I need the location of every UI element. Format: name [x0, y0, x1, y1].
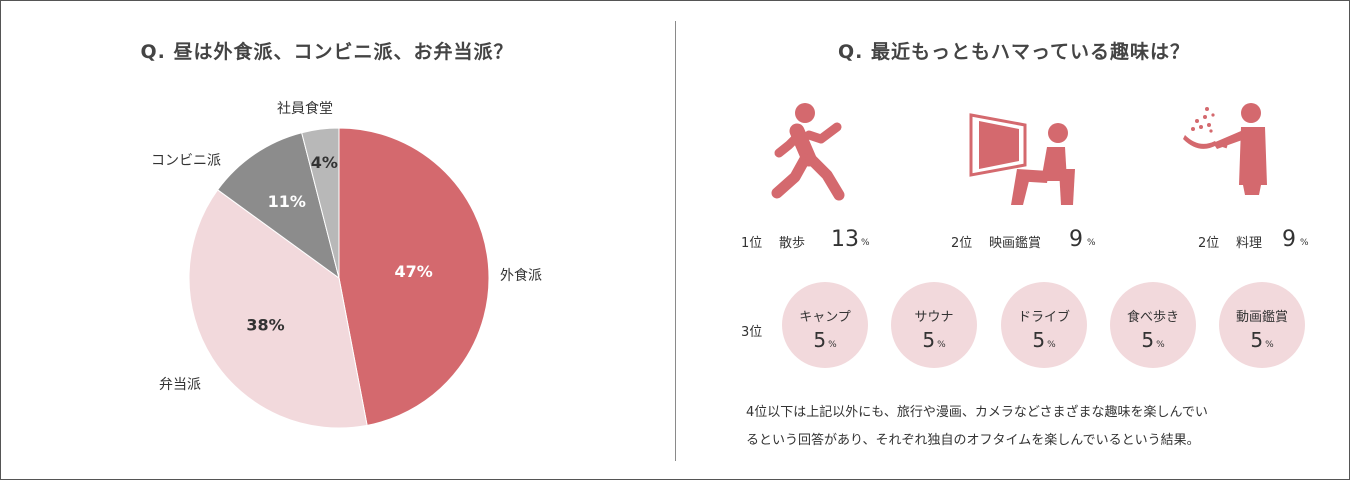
rank-3-item-value: 5%: [1250, 328, 1274, 352]
rank-2a-name: 映画鑑賞: [989, 236, 1042, 251]
rank-3-item-value: 5%: [813, 328, 837, 352]
section-divider: [675, 21, 676, 461]
rank-3-item-name: サウナ: [914, 310, 954, 325]
rank-3-item-name: 食べ歩き: [1126, 310, 1179, 325]
hobby-question-title: Q. 最近もっともハマっている趣味は？: [837, 41, 1191, 63]
rank-3-item-camp: キャンプ 5%: [782, 282, 868, 368]
movie-viewer-icon: [969, 113, 1075, 205]
rank-3-item-food-walk: 食べ歩き 5%: [1110, 282, 1196, 368]
rank-2a-value: 9: [1069, 227, 1083, 252]
rank-2a-unit: %: [1087, 238, 1096, 248]
pie-label-convenience: コンビニ派: [151, 153, 221, 169]
footnote-line: 4位以下は上記以外にも、旅行や漫画、カメラなどさまざまな趣味を楽しんでい: [746, 405, 1208, 420]
pie-label-bento: 弁当派: [159, 377, 201, 393]
rank-2a-label: 2位: [951, 236, 973, 251]
rank-3-item-drive: ドライブ 5%: [1001, 282, 1087, 368]
rank-2b-name: 料理: [1236, 236, 1263, 251]
rank-3-item-name: 動画鑑賞: [1235, 310, 1288, 325]
pie-slice-value: 11%: [268, 192, 306, 211]
pie-question-title: Q. 昼は外食派、コンビニ派、お弁当派？: [140, 41, 514, 63]
pie-label-eat-out: 外食派: [500, 268, 542, 284]
footnote: 4位以下は上記以外にも、旅行や漫画、カメラなどさまざまな趣味を楽しんでい るとい…: [746, 399, 1208, 455]
cooking-person-icon: [1183, 103, 1267, 195]
pie-label-cafeteria: 社員食堂: [277, 101, 333, 117]
pie-slice-value: 38%: [246, 316, 284, 335]
footnote-line: るという回答があり、それぞれ独自のオフタイムを楽しんでいるという結果。: [746, 433, 1200, 448]
rank-2b-value: 9: [1282, 227, 1296, 252]
rank-1-label: 1位: [741, 236, 763, 251]
rank-2b-label: 2位: [1198, 236, 1220, 251]
pie-slice: [188, 189, 368, 429]
rank-3-item-name: キャンプ: [799, 310, 851, 325]
rank-3-item-name: ドライブ: [1017, 310, 1070, 325]
pie-slice-value: 47%: [395, 262, 433, 281]
rank-3-label: 3位: [741, 325, 763, 340]
pie-slice: [338, 127, 490, 426]
rank-2b-unit: %: [1300, 238, 1309, 248]
rank-3-item-value: 5%: [922, 328, 946, 352]
rank-3-item-value: 5%: [1141, 328, 1165, 352]
rank-3-item-video: 動画鑑賞 5%: [1219, 282, 1305, 368]
rank-1-name: 散歩: [779, 236, 806, 251]
pie-slice-value: 4%: [311, 153, 338, 172]
walking-person-icon: [771, 103, 845, 201]
pie-chart: 47% 38% 11% 4%: [188, 127, 490, 429]
rank-1-unit: %: [861, 238, 870, 248]
rank-3-item-value: 5%: [1032, 328, 1056, 352]
pie-slice: [216, 132, 340, 280]
pie-slice: [301, 127, 340, 279]
rank-1-value: 13: [831, 227, 859, 252]
rank-3-item-sauna: サウナ 5%: [891, 282, 977, 368]
